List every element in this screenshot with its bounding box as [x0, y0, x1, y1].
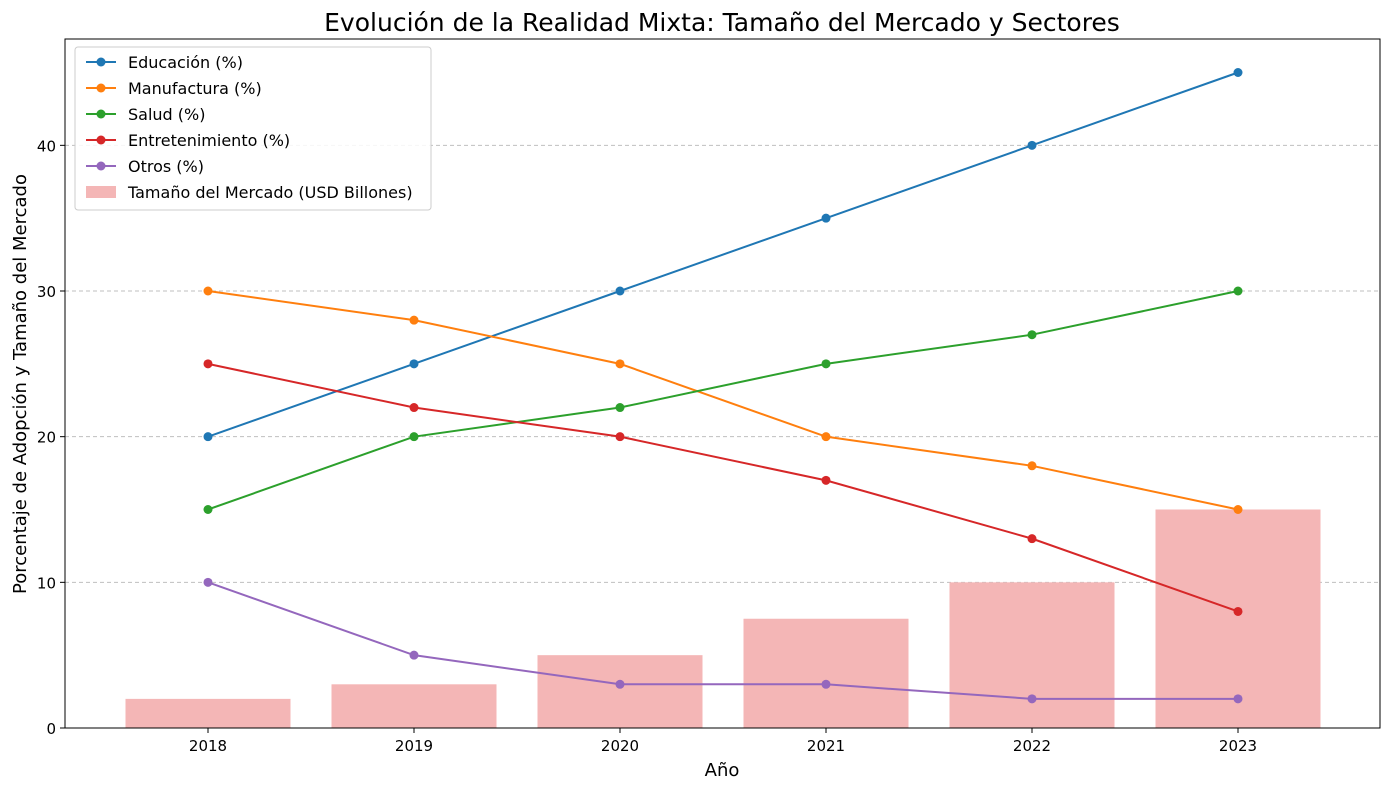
chart-title: Evolución de la Realidad Mixta: Tamaño d… [324, 8, 1120, 37]
data-point [409, 432, 419, 442]
data-point [1027, 140, 1037, 150]
legend-marker [96, 83, 106, 93]
y-axis-label: Porcentaje de Adopción y Tamaño del Merc… [10, 174, 31, 594]
data-point [1233, 606, 1243, 616]
data-point [203, 505, 213, 515]
plot-frame [64, 38, 1381, 729]
bar-market-size [1155, 509, 1321, 728]
data-point [821, 475, 831, 485]
legend-label: Otros (%) [128, 157, 204, 176]
data-point [409, 403, 419, 413]
legend-label: Tamaño del Mercado (USD Billones) [127, 183, 413, 202]
x-tick-label: 2020 [601, 737, 639, 755]
legend-marker [96, 135, 106, 145]
series-entretenimiento [203, 359, 1243, 616]
y-tick-label: 0 [46, 720, 56, 738]
series-otros [203, 577, 1243, 704]
data-point [1027, 330, 1037, 340]
data-point [1233, 694, 1243, 704]
data-point [203, 577, 213, 587]
y-tick-label: 20 [37, 429, 56, 447]
bars [125, 509, 1321, 728]
series-educación [203, 68, 1243, 442]
y-tick-label: 30 [37, 283, 56, 301]
data-point [615, 403, 625, 413]
lines [203, 68, 1243, 704]
data-point [1027, 534, 1037, 544]
series-manufactura [203, 286, 1243, 515]
data-point [1233, 286, 1243, 296]
data-point [1233, 505, 1243, 515]
legend: Educación (%) Manufactura (%) Salud (%) Ent… [74, 46, 432, 211]
legend-box [74, 46, 432, 211]
data-point [203, 432, 213, 442]
data-point [821, 679, 831, 689]
data-point [821, 213, 831, 223]
legend-label: Manufactura (%) [128, 79, 262, 98]
series-line [207, 71, 1239, 438]
data-point [1233, 68, 1243, 78]
legend-marker [96, 109, 106, 119]
x-tick-label: 2021 [807, 737, 845, 755]
legend-label: Salud (%) [128, 105, 205, 124]
x-axis-label: Año [705, 760, 740, 781]
series-line [207, 362, 1239, 613]
legend-marker [96, 161, 106, 171]
data-point [615, 359, 625, 369]
y-tick-label: 10 [37, 574, 56, 592]
x-tick-label: 2023 [1219, 737, 1257, 755]
series-line [207, 581, 1238, 700]
data-point [409, 315, 419, 325]
data-point [409, 650, 419, 660]
bar-market-size [743, 618, 909, 728]
legend-label: Educación (%) [128, 53, 243, 72]
legend-bar-swatch [86, 186, 116, 198]
series-salud [203, 286, 1243, 515]
bar-market-size [331, 684, 497, 728]
data-point [409, 359, 419, 369]
series-line [207, 290, 1239, 511]
data-point [615, 679, 625, 689]
bar-market-size [125, 698, 291, 728]
data-point [1027, 694, 1037, 704]
legend-label: Entretenimiento (%) [128, 131, 290, 150]
data-point [1027, 461, 1037, 471]
bar-market-size [537, 655, 703, 728]
data-point [203, 286, 213, 296]
data-point [821, 359, 831, 369]
legend-items: Educación (%) Manufactura (%) Salud (%) Ent… [86, 53, 413, 202]
x-tick-label: 2022 [1013, 737, 1051, 755]
data-point [203, 359, 213, 369]
bar-market-size [949, 582, 1115, 728]
x-tick-label: 2019 [395, 737, 433, 755]
x-tick-label: 2018 [189, 737, 227, 755]
data-point [821, 432, 831, 442]
legend-marker [96, 57, 106, 67]
data-point [615, 286, 625, 296]
axes: 0 10 20 30 40 2018 2019 2020 2021 2022 2023 [37, 137, 1257, 755]
y-tick-label: 40 [37, 137, 56, 155]
data-point [615, 432, 625, 442]
series-line [207, 290, 1239, 511]
